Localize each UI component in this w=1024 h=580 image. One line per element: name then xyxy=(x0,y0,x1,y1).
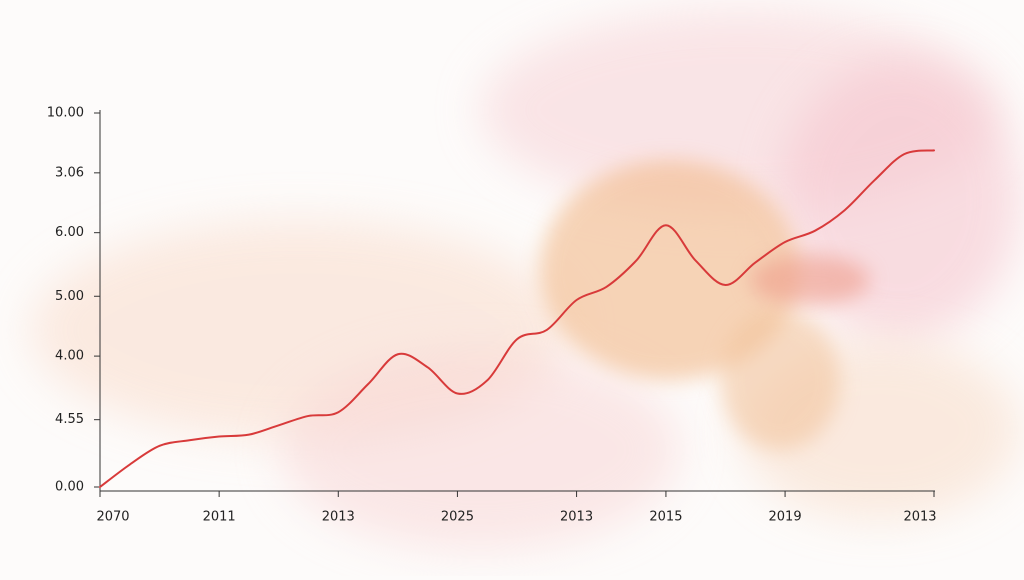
data-line xyxy=(99,149,935,488)
y-tick-label: 6.00 xyxy=(55,225,84,240)
x-tick-label: 2015 xyxy=(649,510,682,525)
y-tick-label: 4.00 xyxy=(55,349,84,364)
x-tick-label: 2070 xyxy=(96,510,129,525)
x-tick-label: 2013 xyxy=(903,510,936,525)
watercolor-background xyxy=(30,10,1020,550)
y-tick-label: 4.55 xyxy=(55,412,84,427)
y-tick-label: 0.00 xyxy=(55,480,84,495)
x-tick-label: 2013 xyxy=(560,510,593,525)
x-tick-label: 2013 xyxy=(322,510,355,525)
x-tick-label: 2011 xyxy=(203,510,236,525)
x-tick-label: 2025 xyxy=(441,510,474,525)
y-tick-label: 10.00 xyxy=(47,106,84,121)
x-tick-label: 2019 xyxy=(769,510,802,525)
y-tick-label: 5.00 xyxy=(55,289,84,304)
y-tick-label: 3.06 xyxy=(55,165,84,180)
